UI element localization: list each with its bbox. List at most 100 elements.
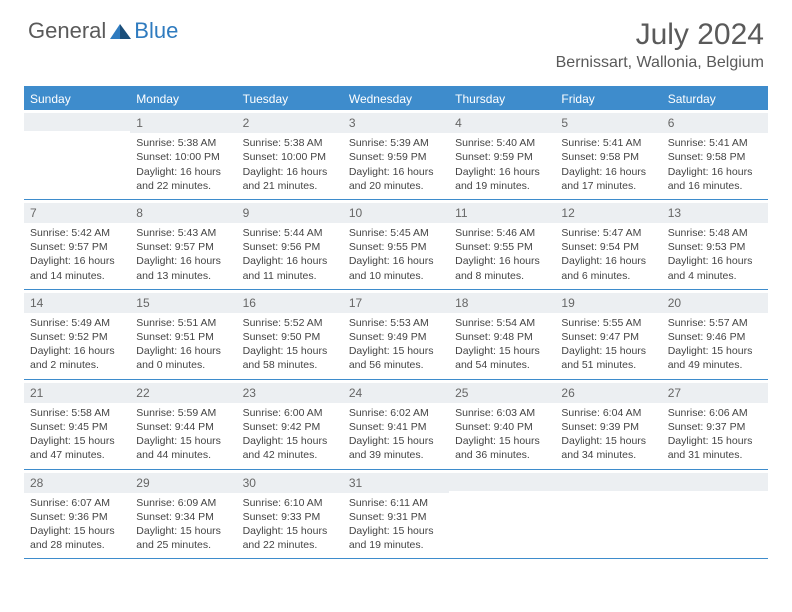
sunset-text: Sunset: 9:57 PM	[30, 240, 124, 254]
sunset-text: Sunset: 9:48 PM	[455, 330, 549, 344]
day-cell: 21 Sunrise: 5:58 AMSunset: 9:45 PMDayligh…	[24, 380, 130, 469]
day-number: 23	[237, 383, 343, 403]
sunrise-text: Sunrise: 5:48 AM	[668, 226, 762, 240]
day-cell: 31Sunrise: 6:11 AMSunset: 9:31 PMDayligh…	[343, 470, 449, 559]
day-cell: 6Sunrise: 5:41 AMSunset: 9:58 PMDaylight…	[662, 110, 768, 199]
sunrise-text: Sunrise: 6:02 AM	[349, 406, 443, 420]
day-number: 21	[24, 383, 130, 403]
week-row: 14Sunrise: 5:49 AMSunset: 9:52 PMDayligh…	[24, 290, 768, 380]
day-number: 17	[343, 293, 449, 313]
day-number: 7	[24, 203, 130, 223]
sunrise-text: Sunrise: 5:55 AM	[561, 316, 655, 330]
sunset-text: Sunset: 9:57 PM	[136, 240, 230, 254]
sunrise-text: Sunrise: 5:45 AM	[349, 226, 443, 240]
day-number	[662, 473, 768, 491]
daylight-text: Daylight: 15 hours and 56 minutes.	[349, 344, 443, 372]
daylight-text: Daylight: 15 hours and 58 minutes.	[243, 344, 337, 372]
day-cell: 20Sunrise: 5:57 AMSunset: 9:46 PMDayligh…	[662, 290, 768, 379]
sunrise-text: Sunrise: 6:10 AM	[243, 496, 337, 510]
sunset-text: Sunset: 10:00 PM	[136, 150, 230, 164]
header: General Blue July 2024 Bernissart, Wallo…	[0, 0, 792, 78]
daylight-text: Daylight: 15 hours and 25 minutes.	[136, 524, 230, 552]
day-cell: 14Sunrise: 5:49 AMSunset: 9:52 PMDayligh…	[24, 290, 130, 379]
day-number: 13	[662, 203, 768, 223]
logo: General Blue	[28, 18, 178, 44]
day-cell: 25Sunrise: 6:03 AMSunset: 9:40 PMDayligh…	[449, 380, 555, 469]
sunrise-text: Sunrise: 5:46 AM	[455, 226, 549, 240]
sunset-text: Sunset: 9:58 PM	[561, 150, 655, 164]
logo-text-blue: Blue	[134, 18, 178, 44]
sunset-text: Sunset: 9:51 PM	[136, 330, 230, 344]
week-row: 1Sunrise: 5:38 AMSunset: 10:00 PMDayligh…	[24, 110, 768, 200]
week-row: 21Sunrise: 5:58 AMSunset: 9:45 PMDayligh…	[24, 380, 768, 470]
day-number: 27	[662, 383, 768, 403]
day-cell	[449, 470, 555, 559]
sunset-text: Sunset: 9:36 PM	[30, 510, 124, 524]
sunset-text: Sunset: 9:45 PM	[30, 420, 124, 434]
daylight-text: Daylight: 16 hours and 0 minutes.	[136, 344, 230, 372]
daylight-text: Daylight: 16 hours and 17 minutes.	[561, 165, 655, 193]
day-number: 28	[24, 473, 130, 493]
day-number: 24	[343, 383, 449, 403]
day-cell: 16Sunrise: 5:52 AMSunset: 9:50 PMDayligh…	[237, 290, 343, 379]
day-cell: 27Sunrise: 6:06 AMSunset: 9:37 PMDayligh…	[662, 380, 768, 469]
daylight-text: Daylight: 16 hours and 8 minutes.	[455, 254, 549, 282]
page-title: July 2024	[556, 18, 764, 52]
sunrise-text: Sunrise: 5:41 AM	[561, 136, 655, 150]
sunrise-text: Sunrise: 5:54 AM	[455, 316, 549, 330]
daylight-text: Daylight: 16 hours and 21 minutes.	[243, 165, 337, 193]
day-cell: 13Sunrise: 5:48 AMSunset: 9:53 PMDayligh…	[662, 200, 768, 289]
sunrise-text: Sunrise: 5:38 AM	[136, 136, 230, 150]
day-number	[449, 473, 555, 491]
day-cell: 18Sunrise: 5:54 AMSunset: 9:48 PMDayligh…	[449, 290, 555, 379]
dow-friday: Friday	[555, 88, 661, 110]
day-cell	[24, 110, 130, 199]
daylight-text: Daylight: 15 hours and 39 minutes.	[349, 434, 443, 462]
daylight-text: Daylight: 16 hours and 13 minutes.	[136, 254, 230, 282]
daylight-text: Daylight: 15 hours and 49 minutes.	[668, 344, 762, 372]
sunrise-text: Sunrise: 6:03 AM	[455, 406, 549, 420]
day-number: 16	[237, 293, 343, 313]
day-number: 26	[555, 383, 661, 403]
day-cell: 23Sunrise: 6:00 AMSunset: 9:42 PMDayligh…	[237, 380, 343, 469]
sunset-text: Sunset: 9:39 PM	[561, 420, 655, 434]
day-number: 4	[449, 113, 555, 133]
sunrise-text: Sunrise: 6:07 AM	[30, 496, 124, 510]
logo-mark-icon	[110, 22, 132, 40]
day-cell: 12Sunrise: 5:47 AMSunset: 9:54 PMDayligh…	[555, 200, 661, 289]
daylight-text: Daylight: 15 hours and 47 minutes.	[30, 434, 124, 462]
sunset-text: Sunset: 10:00 PM	[243, 150, 337, 164]
sunrise-text: Sunrise: 6:09 AM	[136, 496, 230, 510]
sunset-text: Sunset: 9:55 PM	[349, 240, 443, 254]
day-cell: 19Sunrise: 5:55 AMSunset: 9:47 PMDayligh…	[555, 290, 661, 379]
sunset-text: Sunset: 9:59 PM	[349, 150, 443, 164]
day-number: 29	[130, 473, 236, 493]
sunset-text: Sunset: 9:37 PM	[668, 420, 762, 434]
sunrise-text: Sunrise: 5:38 AM	[243, 136, 337, 150]
day-cell: 8Sunrise: 5:43 AMSunset: 9:57 PMDaylight…	[130, 200, 236, 289]
sunrise-text: Sunrise: 5:58 AM	[30, 406, 124, 420]
sunset-text: Sunset: 9:50 PM	[243, 330, 337, 344]
daylight-text: Daylight: 16 hours and 6 minutes.	[561, 254, 655, 282]
sunset-text: Sunset: 9:53 PM	[668, 240, 762, 254]
sunset-text: Sunset: 9:49 PM	[349, 330, 443, 344]
day-number: 1	[130, 113, 236, 133]
day-number: 20	[662, 293, 768, 313]
title-block: July 2024 Bernissart, Wallonia, Belgium	[556, 18, 764, 72]
dow-row: Sunday Monday Tuesday Wednesday Thursday…	[24, 88, 768, 110]
sunrise-text: Sunrise: 5:49 AM	[30, 316, 124, 330]
sunset-text: Sunset: 9:46 PM	[668, 330, 762, 344]
daylight-text: Daylight: 15 hours and 34 minutes.	[561, 434, 655, 462]
sunrise-text: Sunrise: 5:41 AM	[668, 136, 762, 150]
logo-text-general: General	[28, 18, 106, 44]
daylight-text: Daylight: 15 hours and 44 minutes.	[136, 434, 230, 462]
day-number: 10	[343, 203, 449, 223]
daylight-text: Daylight: 15 hours and 28 minutes.	[30, 524, 124, 552]
day-number: 9	[237, 203, 343, 223]
daylight-text: Daylight: 16 hours and 11 minutes.	[243, 254, 337, 282]
day-number: 31	[343, 473, 449, 493]
day-number: 8	[130, 203, 236, 223]
sunrise-text: Sunrise: 5:39 AM	[349, 136, 443, 150]
day-cell: 2Sunrise: 5:38 AMSunset: 10:00 PMDayligh…	[237, 110, 343, 199]
day-cell: 10Sunrise: 5:45 AMSunset: 9:55 PMDayligh…	[343, 200, 449, 289]
